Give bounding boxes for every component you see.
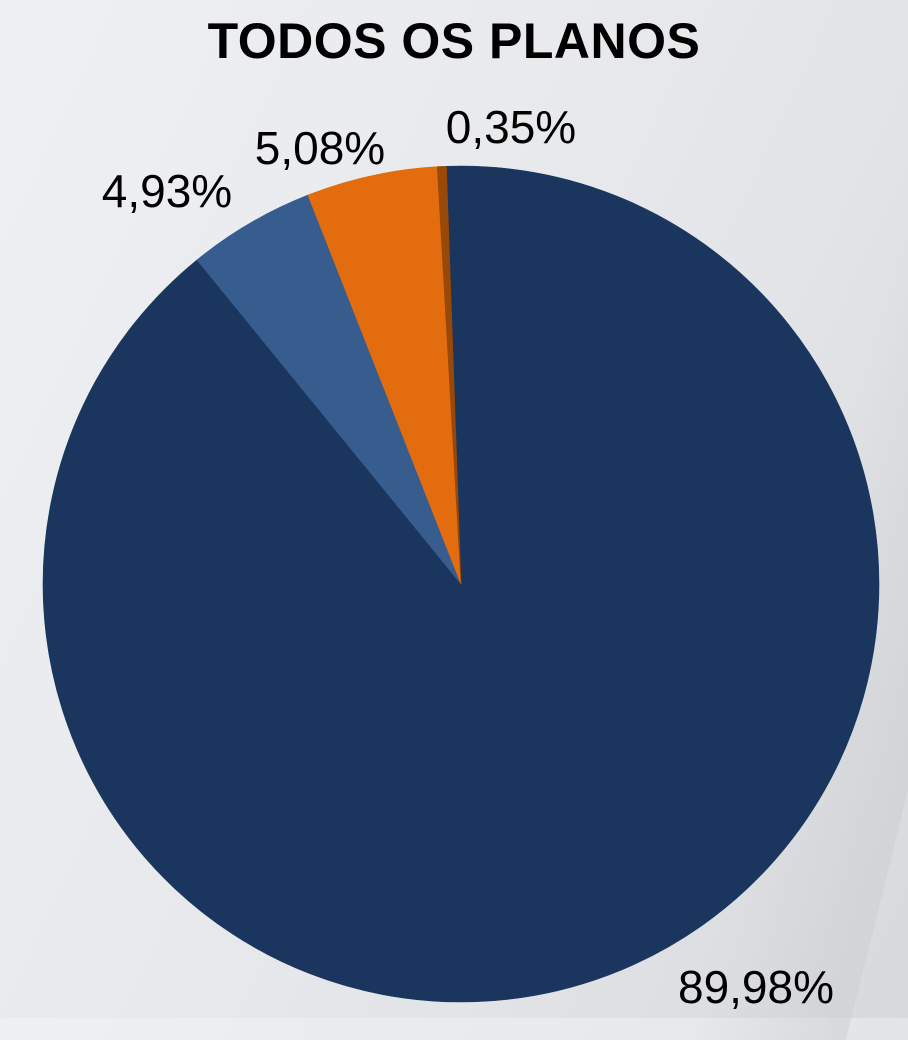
pie-chart: 89,98% 4,93% 5,08% 0,35%	[42, 101, 880, 1013]
data-label-blue: 4,93%	[102, 165, 232, 217]
pie-data-labels: 89,98% 4,93% 5,08% 0,35%	[102, 101, 834, 1013]
pie-slice-brown	[436, 165, 462, 585]
data-label-brown: 0,35%	[446, 101, 576, 153]
data-label-main: 89,98%	[678, 961, 834, 1013]
pie-slices	[42, 165, 880, 1003]
chart-title: TODOS OS PLANOS	[207, 13, 701, 69]
data-label-orange: 5,08%	[255, 122, 385, 174]
